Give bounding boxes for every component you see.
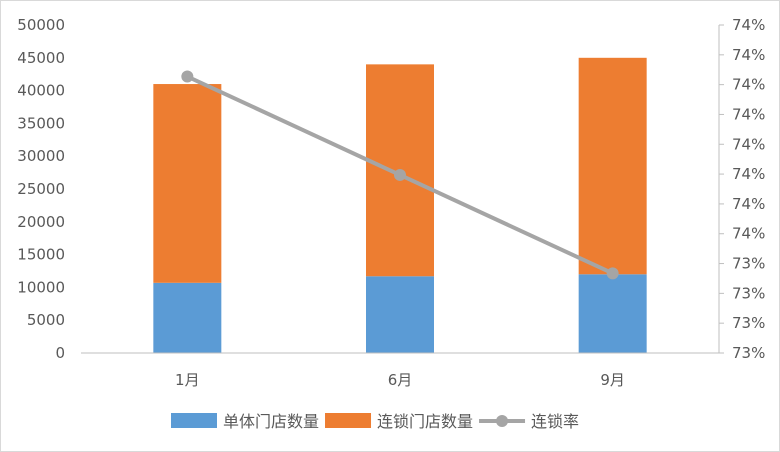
bar-segment — [578, 274, 647, 353]
bar-segment — [153, 282, 222, 353]
bar-segment — [578, 57, 647, 275]
legend: 单体门店数量 连锁门店数量 连锁率 — [171, 412, 579, 431]
right-axis: 73% 73% 73% 73% 74% 74% 74% 74% 74% 74% 74% 74% — [718, 16, 765, 362]
line-point — [181, 70, 194, 83]
legend-swatch — [171, 413, 217, 428]
right-tick-label: 74% — [732, 46, 765, 64]
bar-segment — [153, 84, 222, 283]
x-axis: 1月 6月 9月 — [81, 352, 719, 389]
left-tick-label: 25000 — [17, 180, 65, 198]
right-tick-label: 74% — [732, 165, 765, 183]
x-tick-label: 6月 — [388, 371, 413, 389]
right-tick-label: 74% — [732, 16, 765, 34]
left-tick-label: 35000 — [17, 114, 65, 132]
right-tick-label: 73% — [732, 284, 765, 302]
bar-series — [153, 57, 647, 353]
line-point — [606, 267, 619, 280]
right-tick-label: 73% — [732, 314, 765, 332]
left-axis: 0 5000 10000 15000 20000 25000 30000 35000 40000… — [17, 16, 65, 362]
right-tick-label: 74% — [732, 76, 765, 94]
left-tick-label: 30000 — [17, 147, 65, 165]
right-tick-label: 74% — [732, 105, 765, 123]
legend-label: 连锁门店数量 — [377, 412, 473, 431]
right-tick-label: 74% — [732, 135, 765, 153]
left-tick-label: 20000 — [17, 213, 65, 231]
left-tick-label: 45000 — [17, 49, 65, 67]
left-tick-label: 10000 — [17, 278, 65, 296]
right-tick-label: 74% — [732, 195, 765, 213]
x-tick-label: 1月 — [175, 371, 200, 389]
left-tick-label: 15000 — [17, 246, 65, 264]
legend-label: 单体门店数量 — [223, 412, 319, 431]
right-tick-label: 73% — [732, 255, 765, 273]
bar-segment — [366, 276, 434, 353]
right-tick-label: 74% — [732, 225, 765, 243]
line-series — [181, 70, 619, 280]
legend-swatch — [325, 413, 372, 428]
left-tick-label: 0 — [55, 344, 65, 362]
left-tick-label: 5000 — [27, 311, 65, 329]
right-tick-label: 73% — [732, 344, 765, 362]
left-tick-label: 40000 — [17, 82, 65, 100]
legend-label: 连锁率 — [531, 412, 579, 431]
legend-swatch-marker — [496, 415, 509, 427]
left-tick-label: 50000 — [17, 16, 65, 34]
line-point — [394, 168, 406, 181]
x-tick-label: 9月 — [600, 371, 625, 389]
